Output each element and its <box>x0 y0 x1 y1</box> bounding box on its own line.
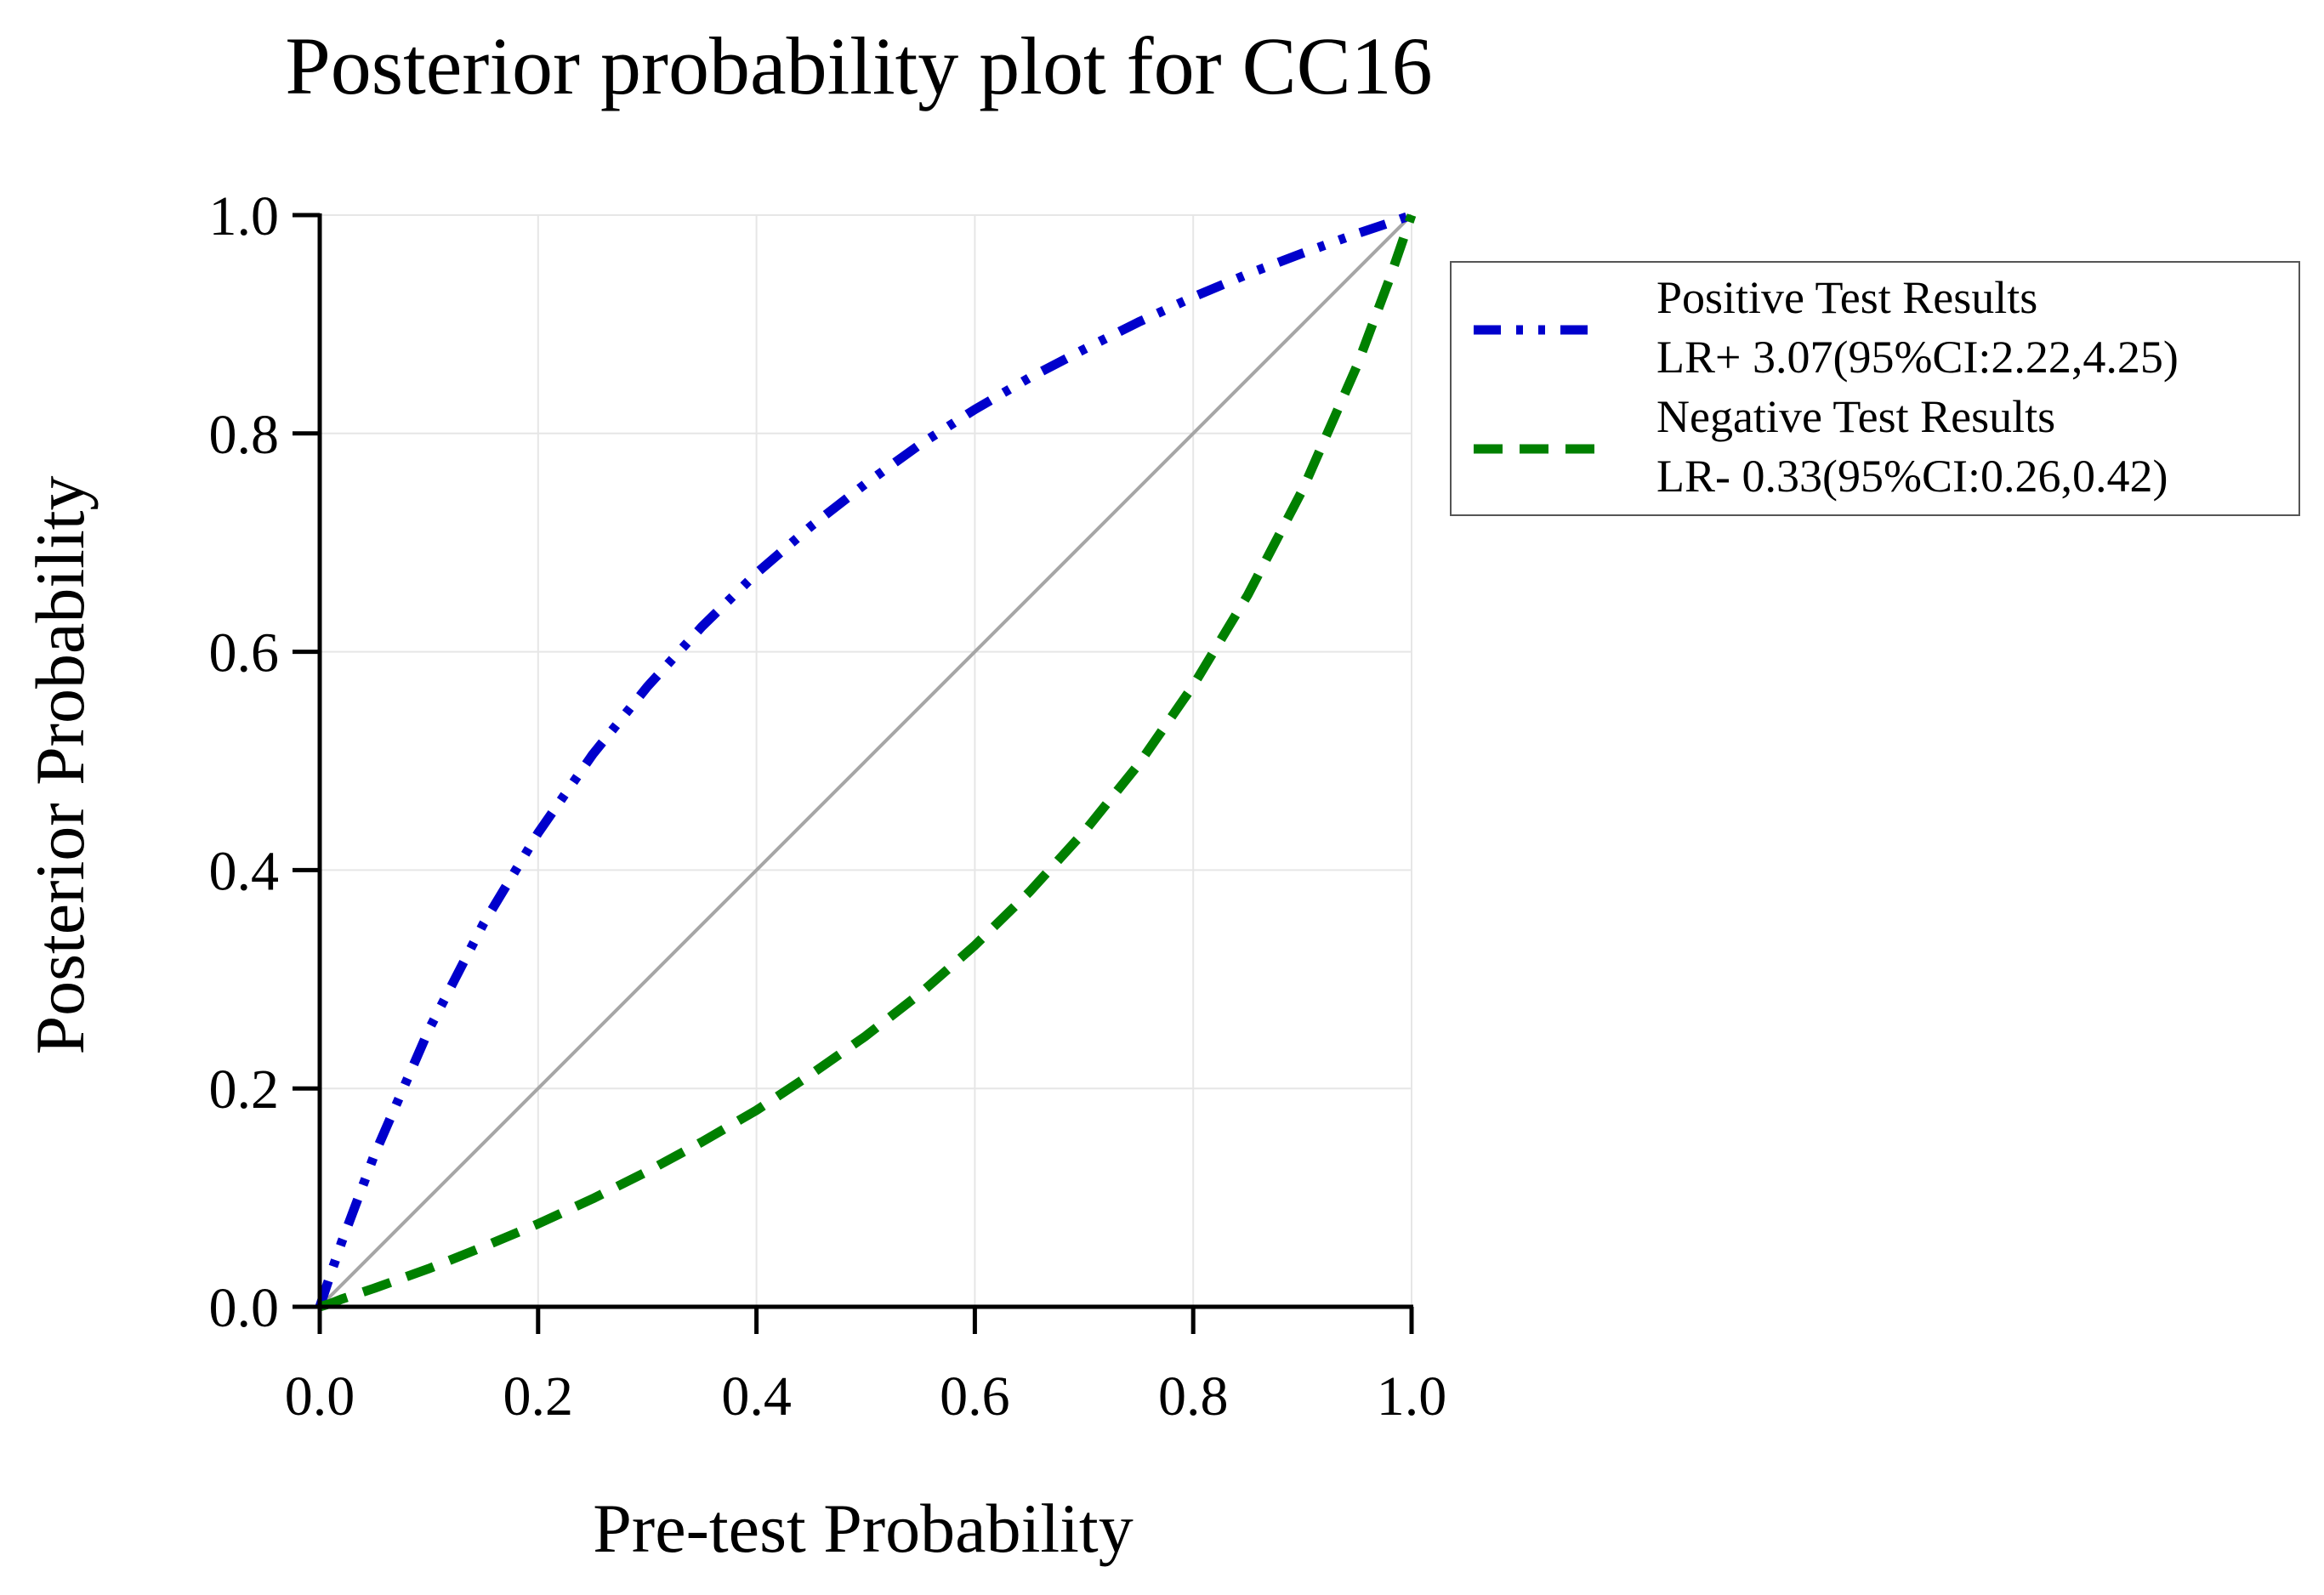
x-tick-label: 0.8 <box>1158 1365 1229 1428</box>
series-layer <box>315 210 1417 1312</box>
legend-box <box>1450 261 2300 516</box>
series-line-positive-test-results <box>315 210 1413 1308</box>
y-tick-label: 0.2 <box>209 1059 280 1121</box>
legend: Positive Test Results LR+ 3.07(95%CI:2.22… <box>1450 261 2300 516</box>
legend-entry-name: Negative Test Results <box>1656 391 2055 442</box>
axes <box>293 213 1414 1334</box>
x-tick-label: 0.2 <box>503 1365 574 1428</box>
grid <box>320 214 1412 1307</box>
x-tick-label: 1.0 <box>1377 1365 1447 1428</box>
y-tick-label: 0.0 <box>209 1277 280 1339</box>
legend-entry-ratio: LR- 0.33(95%CI:0.26,0.42) <box>1656 451 2168 502</box>
y-tick-label: 0.4 <box>209 840 280 902</box>
x-axis-label: Pre-test Probability <box>593 1490 1133 1567</box>
chart-title: Posterior probability plot for CC16 <box>285 20 1432 111</box>
legend-entry-ratio: LR+ 3.07(95%CI:2.22,4.25) <box>1656 332 2179 383</box>
tick-labels: 0.0 0.2 0.4 0.6 0.8 1.0 0.0 0.2 0.4 0.6 0.8 1.0 <box>209 185 1447 1428</box>
y-tick-label: 1.0 <box>209 185 280 247</box>
y-axis-label: Posterior Probability <box>21 475 99 1054</box>
x-tick-label: 0.0 <box>285 1365 355 1428</box>
legend-entry-name: Positive Test Results <box>1656 272 2037 323</box>
x-tick-label: 0.4 <box>721 1365 792 1428</box>
x-tick-label: 0.6 <box>940 1365 1010 1428</box>
y-tick-label: 0.8 <box>209 404 280 466</box>
y-tick-label: 0.6 <box>209 622 280 684</box>
reference-line-layer <box>318 213 1413 1308</box>
reference-diagonal-line <box>318 213 1413 1308</box>
series-line-negative-test-results <box>318 213 1417 1312</box>
